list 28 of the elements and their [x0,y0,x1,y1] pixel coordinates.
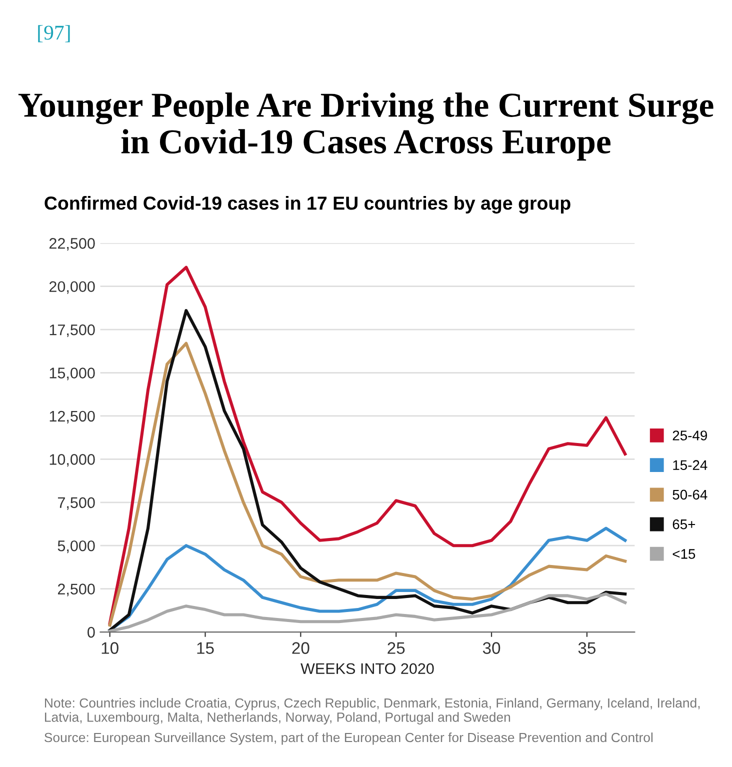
y-tick-label: 0 [88,626,95,638]
legend-label: 65+ [672,519,696,530]
y-tick-label: 17,500 [50,324,95,338]
x-tick-label: 30 [482,642,500,654]
y-tick-label: 12,500 [50,410,95,424]
x-tick-label: 35 [578,642,596,654]
x-axis-title: WEEKS INTO 2020 [300,663,434,674]
text: Note: Countries include Croatia, Cyprus, Czech Republic, Denmark, Estonia, Finland, Germany, Iceland, Ireland, Latvia, Luxembourg, Malta, Netherlands, Norway, Poland, Portugal and Sweden [45,698,700,724]
legend-label: 50-64 [672,490,708,500]
source-note: Source: European Surveillance System, part of the European Center for Disease Prevention and Control [44,732,653,745]
y-tick-label: 5,000 [58,540,95,554]
y-tick-label: 20,000 [49,281,95,294]
legend-label: 15-24 [673,460,708,470]
x-tick-label: 10 [102,642,118,654]
y-tick-label: 22,500 [49,238,95,251]
chart-subtitle: Confirmed Covid-19 cases in 17 EU countries by age group [44,196,570,214]
text: [97] [38,25,70,42]
y-tick-label: 15,000 [50,368,95,380]
x-tick-label: 25 [388,642,405,654]
line-series [108,592,627,632]
x-tick-label: 15 [197,642,214,654]
legend-label: 25-49 [672,430,708,440]
x-tick-label: 20 [292,642,310,654]
y-tick-label: 10,000 [50,454,95,467]
y-tick-label: 2,500 [58,584,95,596]
chart-title: Younger People Are Driving the Current Surge in Covid-19 Cases Across Europe [18,92,714,161]
legend-label: <15 [672,549,696,559]
y-tick-label: 7,500 [58,497,95,510]
